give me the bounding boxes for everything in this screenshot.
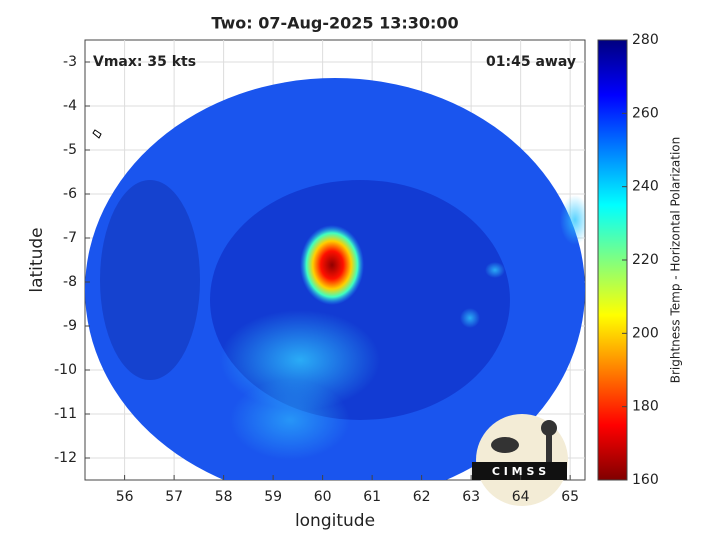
x-tick-label: 60: [314, 489, 332, 505]
y-tick-label: -7: [63, 230, 77, 246]
colorbar-tick-label: 160: [632, 472, 659, 488]
logo-text: C I M S S: [492, 465, 546, 478]
x-tick-label: 57: [165, 489, 183, 505]
x-tick-label: 65: [561, 489, 579, 505]
y-tick-label: -9: [63, 318, 77, 334]
y-tick-label: -6: [63, 186, 77, 202]
y-tick-label: -5: [63, 142, 77, 158]
colorbar-tick-label: 280: [632, 32, 659, 48]
y-tick-label: -12: [54, 450, 77, 466]
logo: C I M S S: [472, 414, 568, 506]
y-tick-label: -10: [54, 362, 77, 378]
y-tick-label: -3: [63, 54, 77, 70]
y-axis-label: latitude: [27, 227, 47, 292]
colorbar-tick-label: 260: [632, 105, 659, 121]
y-tick-label: -11: [54, 406, 77, 422]
colorbar-tick-label: 200: [632, 325, 659, 341]
y-tick-label: -4: [63, 98, 77, 114]
colorbar-tick-label: 240: [632, 179, 659, 195]
annotation: Vmax: 35 kts: [93, 54, 196, 70]
x-tick-label: 59: [264, 489, 282, 505]
x-tick-label: 64: [512, 489, 530, 505]
y-tick-label: -8: [63, 274, 77, 290]
annotation: 01:45 away: [486, 54, 576, 70]
colorbar-label: Brightness Temp - Horizontal Polarizatio…: [669, 137, 683, 384]
chart-title: Two: 07-Aug-2025 13:30:00: [211, 14, 458, 33]
colorbar-tick-label: 220: [632, 252, 659, 268]
x-tick-label: 58: [215, 489, 233, 505]
x-tick-label: 61: [363, 489, 381, 505]
x-tick-label: 56: [116, 489, 134, 505]
imagery: [85, 78, 585, 480]
x-axis-label: longitude: [295, 511, 375, 531]
colorbar-tick-label: 180: [632, 399, 659, 415]
x-tick-label: 62: [413, 489, 431, 505]
x-tick-label: 63: [462, 489, 480, 505]
